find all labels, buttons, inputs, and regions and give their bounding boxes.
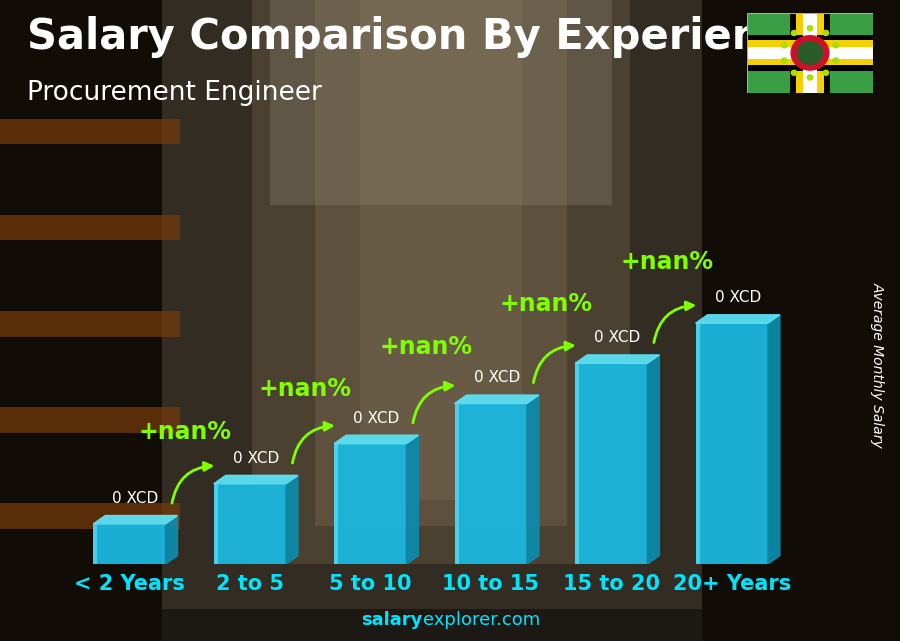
Circle shape [781,58,787,63]
Circle shape [833,58,839,63]
Text: +nan%: +nan% [500,292,593,317]
Polygon shape [768,315,780,564]
Polygon shape [575,355,660,363]
Bar [0,407,180,433]
Text: 0 XCD: 0 XCD [353,411,400,426]
Text: 0 XCD: 0 XCD [715,290,760,305]
Bar [702,0,900,641]
Bar [747,35,873,71]
Text: Average Monthly Salary: Average Monthly Salary [870,283,885,448]
Bar [270,0,612,205]
Text: salary: salary [362,612,423,629]
Circle shape [824,31,829,35]
Polygon shape [696,315,780,323]
Polygon shape [94,515,177,524]
Polygon shape [334,435,418,444]
Polygon shape [407,435,418,564]
Polygon shape [526,395,539,564]
Bar [454,403,526,564]
Circle shape [833,43,839,48]
Text: Salary Comparison By Experience: Salary Comparison By Experience [27,16,814,58]
Bar [575,363,579,564]
Polygon shape [213,476,298,484]
Text: explorer.com: explorer.com [423,612,540,629]
Text: 0 XCD: 0 XCD [473,370,520,385]
Bar [0,215,180,240]
Polygon shape [286,476,298,564]
Bar [162,0,702,609]
Polygon shape [647,355,660,564]
Text: +nan%: +nan% [258,378,352,401]
Polygon shape [454,395,539,403]
Text: +nan%: +nan% [139,420,231,444]
Text: 0 XCD: 0 XCD [233,451,279,466]
Bar [796,13,824,93]
Polygon shape [166,515,177,564]
Circle shape [791,71,796,75]
Bar [790,13,830,93]
Bar [252,0,630,564]
Circle shape [781,43,787,48]
Bar [696,323,699,564]
Bar [334,444,338,564]
Bar [94,524,166,564]
Text: 0 XCD: 0 XCD [112,491,158,506]
Circle shape [824,71,829,75]
Text: +nan%: +nan% [620,250,713,274]
Bar [696,323,768,564]
Bar [94,524,97,564]
Circle shape [791,31,796,35]
Bar [360,0,522,500]
Circle shape [807,26,813,31]
Bar [575,363,647,564]
Bar [803,13,817,93]
Bar [454,403,459,564]
Bar [0,311,180,337]
Bar [0,503,180,529]
Text: 0 XCD: 0 XCD [594,330,641,345]
Bar [747,47,873,59]
Bar [747,40,873,65]
Bar [315,0,567,526]
Bar [213,484,286,564]
Text: +nan%: +nan% [379,335,472,359]
Text: Procurement Engineer: Procurement Engineer [27,80,322,106]
Bar [0,119,180,144]
Circle shape [791,36,829,70]
Circle shape [797,42,823,64]
Bar [334,444,407,564]
Bar [213,484,218,564]
Bar [0,0,162,641]
Circle shape [807,75,813,80]
